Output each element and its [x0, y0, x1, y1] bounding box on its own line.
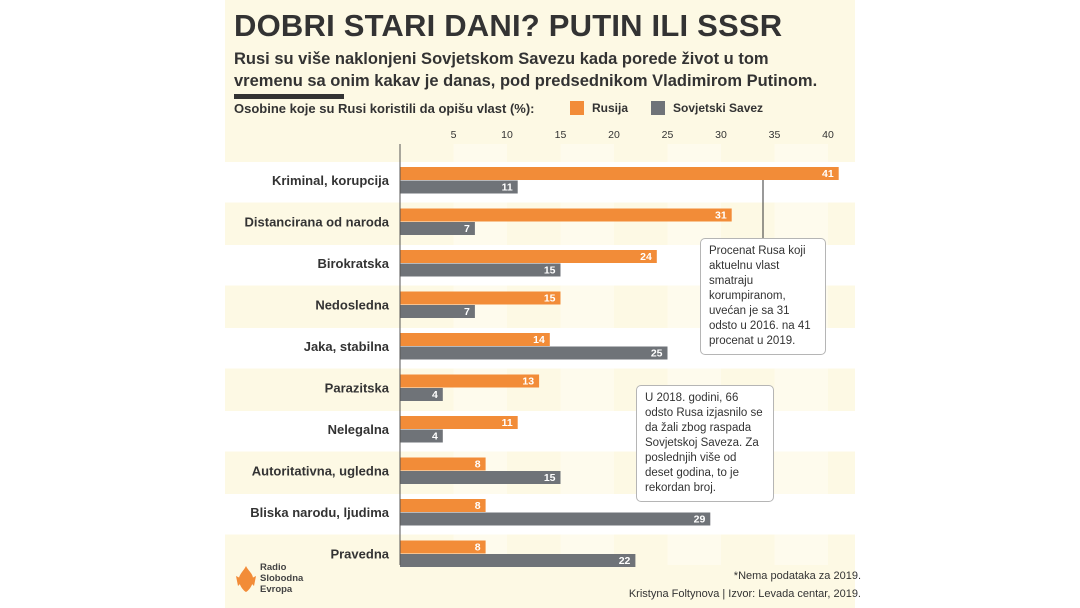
bar-rusija [400, 457, 486, 471]
bar-value-label: 15 [544, 265, 556, 277]
bar-ssr [400, 512, 711, 526]
x-tick-label: 20 [608, 129, 620, 141]
category-label: Nelegalna [328, 422, 390, 437]
bar-rusija [400, 499, 486, 512]
bar-ssr [400, 346, 668, 360]
x-tick-label: 10 [501, 129, 513, 141]
bar-value-label: 8 [475, 542, 481, 554]
bar-value-label: 7 [464, 223, 470, 235]
bar-ssr [400, 180, 518, 194]
bar-rusija [400, 540, 486, 554]
legend-label-ssr: Sovjetski Savez [673, 101, 764, 115]
bar-value-label: 14 [533, 334, 545, 346]
x-tick-label: 35 [769, 129, 781, 141]
title-underline [234, 94, 344, 99]
bar-value-label: 15 [544, 293, 556, 305]
legend-item-rusija: Rusija [570, 101, 628, 115]
category-label: Autoritativna, ugledna [252, 464, 390, 479]
bar-ssr [400, 554, 636, 567]
annotation-ussr-collapse: U 2018. godini, 66 odsto Rusa izjasnilo … [636, 385, 774, 502]
bar-rusija [400, 416, 518, 429]
x-tick-label: 30 [715, 129, 727, 141]
bar-ssr [400, 222, 475, 235]
legend-label-rusija: Rusija [592, 101, 629, 115]
bar-value-label: 22 [619, 555, 631, 567]
bar-value-label: 13 [522, 376, 534, 388]
bar-value-label: 7 [464, 306, 470, 318]
bar-value-label: 41 [822, 168, 834, 180]
bar-rusija [400, 291, 561, 305]
footnote: *Nema podataka za 2019. [733, 570, 861, 582]
chart-subtitle: Rusi su više naklonjeni Sovjetskom Savez… [234, 50, 818, 90]
bar-value-label: 4 [432, 431, 438, 443]
source-credit: Kristyna Foltynova | Izvor: Levada centa… [628, 588, 861, 600]
bar-ssr [400, 305, 475, 318]
bar-ssr [400, 429, 443, 443]
category-label: Nedosledna [315, 298, 389, 313]
bar-rusija [400, 208, 732, 222]
bar-value-label: 15 [544, 472, 556, 484]
rse-logo: Radio Slobodna Evropa [234, 562, 330, 595]
category-label: Pravedna [330, 547, 389, 562]
bar-value-label: 25 [651, 348, 663, 360]
x-tick-label: 40 [822, 129, 834, 141]
bar-value-label: 11 [502, 182, 513, 194]
category-label: Birokratska [317, 256, 389, 271]
bar-ssr [400, 263, 561, 277]
x-tick-label: 5 [451, 129, 457, 141]
legend-item-ssr: Sovjetski Savez [651, 101, 763, 115]
bar-value-label: 8 [475, 459, 481, 471]
bar-rusija [400, 374, 540, 388]
bar-value-label: 24 [640, 251, 652, 263]
bar-ssr [400, 388, 443, 401]
bar-rusija [400, 250, 657, 263]
legend-swatch-rusija [570, 101, 584, 115]
category-label: Distancirana od naroda [245, 215, 390, 230]
x-tick-label: 15 [555, 129, 567, 141]
legend-swatch-ssr [651, 101, 665, 115]
bar-rusija [400, 333, 550, 346]
bar-value-label: 8 [475, 500, 481, 512]
bar-value-label: 29 [694, 514, 706, 526]
logo-text: Radio Slobodna Evropa [260, 562, 304, 595]
rse-flame-icon [236, 565, 256, 592]
category-label: Bliska narodu, ljudima [250, 505, 389, 520]
bar-value-label: 11 [502, 417, 513, 429]
annotation-corruption: Procenat Rusa koji aktuelnu vlast smatra… [700, 238, 826, 355]
bar-rusija [400, 167, 839, 180]
bar-ssr [400, 471, 561, 484]
category-label: Kriminal, korupcija [272, 173, 390, 188]
bar-value-label: 4 [432, 389, 438, 401]
bar-value-label: 31 [715, 210, 727, 222]
category-label: Jaka, stabilna [304, 339, 390, 354]
category-label: Parazitska [325, 381, 390, 396]
chart-title: DOBRI STARI DANI? PUTIN ILI SSSR [234, 8, 783, 43]
x-tick-label: 25 [662, 129, 674, 141]
axis-label: Osobine koje su Rusi koristili da opišu … [234, 101, 535, 116]
